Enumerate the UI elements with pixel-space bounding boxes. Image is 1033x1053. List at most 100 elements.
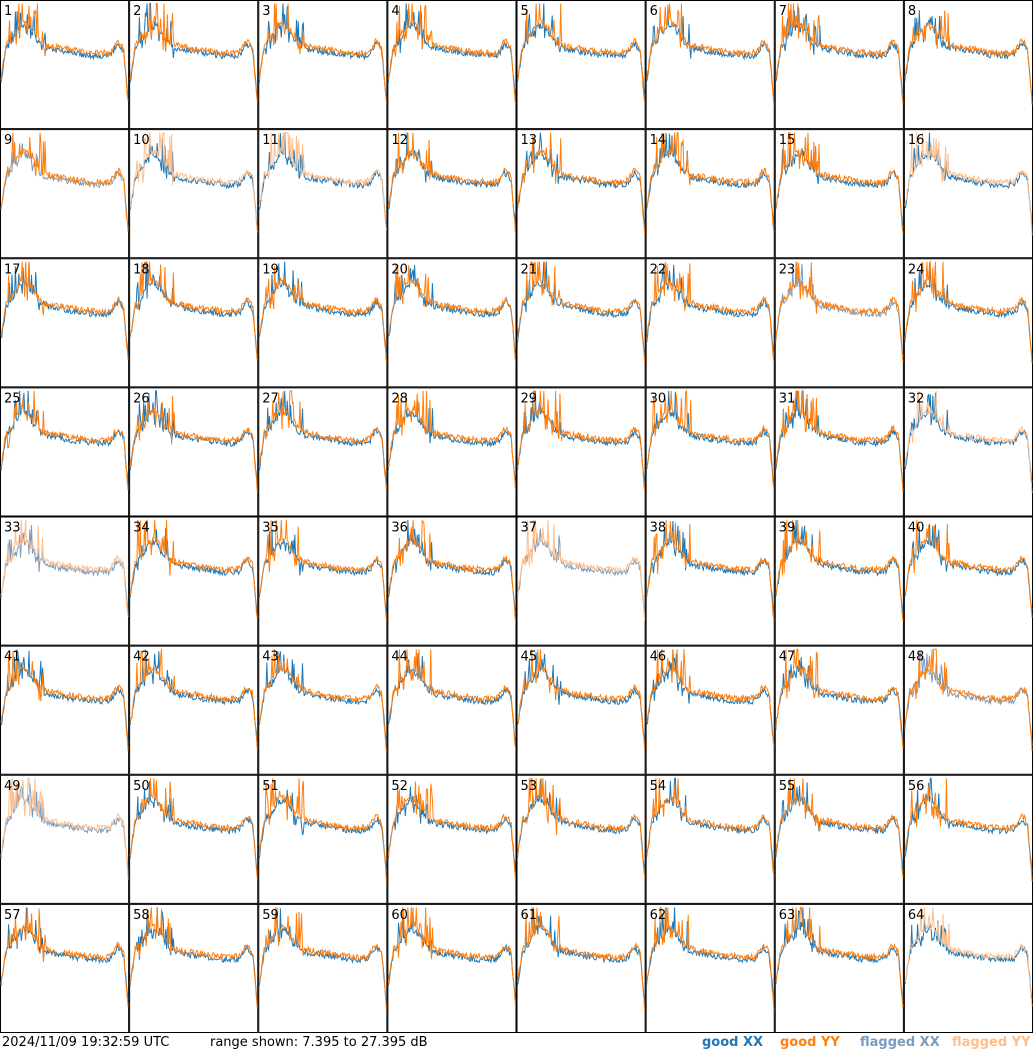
- series-yy: [387, 781, 516, 879]
- panel-label: 41: [4, 650, 21, 665]
- panel-label: 61: [521, 908, 538, 923]
- panel-frame: [258, 0, 388, 130]
- panel-frame: [387, 516, 517, 646]
- panel-64: 64: [903, 903, 1033, 1033]
- series-xx: [646, 649, 775, 745]
- panel-11: 11: [258, 129, 388, 259]
- series-yy: [775, 3, 904, 104]
- panel-frame: [645, 129, 775, 259]
- panel-13: 13: [516, 129, 646, 259]
- series-xx: [129, 390, 258, 484]
- panel-label: 4: [391, 4, 399, 19]
- panel-46: 46: [645, 645, 775, 775]
- panel-5: 5: [516, 0, 646, 130]
- panel-frame: [0, 0, 130, 130]
- series-yy: [129, 3, 258, 102]
- panel-label: 43: [262, 650, 279, 665]
- panel-label: 36: [391, 521, 408, 536]
- panel-28: 28: [387, 387, 517, 517]
- series-xx: [0, 907, 129, 1000]
- panel-label: 45: [521, 650, 538, 665]
- panel-frame: [258, 516, 388, 646]
- panel-8: 8: [903, 0, 1033, 130]
- series-yy: [129, 132, 258, 233]
- panel-36: 36: [387, 516, 517, 646]
- series-yy: [646, 3, 775, 106]
- series-yy: [775, 132, 904, 234]
- panel-39: 39: [774, 516, 904, 646]
- series-xx: [904, 917, 1033, 1000]
- series-yy: [387, 907, 516, 1007]
- series-yy: [129, 778, 258, 879]
- series-yy: [646, 132, 775, 232]
- series-yy: [904, 778, 1033, 882]
- panel-label: 39: [779, 521, 796, 536]
- panel-frame: [129, 387, 259, 517]
- panel-frame: [903, 0, 1033, 130]
- panel-frame: [645, 645, 775, 775]
- panel-16: 16: [903, 129, 1033, 259]
- panel-label: 63: [779, 908, 796, 923]
- series-yy: [258, 519, 387, 620]
- panel-label: 34: [133, 521, 150, 536]
- panel-63: 63: [774, 903, 904, 1033]
- panel-4: 4: [387, 0, 517, 130]
- panel-label: 11: [262, 133, 279, 148]
- panel-label: 55: [779, 779, 796, 794]
- series-yy: [517, 649, 646, 750]
- series-xx: [517, 261, 646, 356]
- series-xx: [775, 657, 904, 744]
- panel-label: 40: [908, 521, 925, 536]
- panel-38: 38: [645, 516, 775, 646]
- panel-label: 59: [262, 908, 279, 923]
- series-xx: [517, 915, 646, 1004]
- panel-23: 23: [774, 258, 904, 388]
- series-yy: [129, 649, 258, 751]
- panel-label: 18: [133, 262, 150, 277]
- series-yy: [775, 648, 904, 748]
- panel-label: 64: [908, 908, 925, 923]
- panel-32: 32: [903, 387, 1033, 517]
- series-xx: [387, 3, 516, 98]
- panel-frame: [129, 774, 259, 904]
- series-xx: [0, 11, 129, 96]
- series-yy: [258, 390, 387, 490]
- panel-label: 20: [391, 262, 408, 277]
- series-yy: [0, 132, 129, 232]
- panel-label: 54: [650, 779, 667, 794]
- legend-flagged-yy: flagged YY: [952, 1035, 1031, 1050]
- panel-label: 15: [779, 133, 796, 148]
- series-yy: [646, 389, 775, 489]
- panel-label: 21: [521, 262, 538, 277]
- panel-frame: [774, 129, 904, 259]
- panel-17: 17: [0, 258, 130, 388]
- series-yy: [258, 907, 387, 1010]
- panel-frame: [903, 516, 1033, 646]
- panel-24: 24: [903, 258, 1033, 388]
- panel-label: 37: [521, 521, 538, 536]
- series-yy: [517, 3, 646, 102]
- panel-33: 33: [0, 516, 130, 646]
- panel-label: 51: [262, 779, 279, 794]
- series-yy: [258, 649, 387, 752]
- panel-29: 29: [516, 387, 646, 517]
- series-xx: [0, 141, 129, 230]
- series-xx: [904, 132, 1033, 230]
- series-yy: [258, 3, 387, 102]
- panel-34: 34: [129, 516, 259, 646]
- panel-31: 31: [774, 387, 904, 517]
- panel-1: 1: [0, 0, 130, 130]
- series-yy: [129, 907, 258, 1008]
- series-yy: [258, 266, 387, 364]
- panel-frame: [387, 0, 517, 130]
- series-yy: [387, 390, 516, 492]
- panel-frame: [129, 903, 259, 1033]
- series-yy: [129, 261, 258, 362]
- series-yy: [646, 261, 775, 363]
- series-yy: [387, 132, 516, 236]
- series-xx: [258, 3, 387, 98]
- panel-40: 40: [903, 516, 1033, 646]
- series-yy: [387, 649, 516, 749]
- panel-label: 53: [521, 779, 538, 794]
